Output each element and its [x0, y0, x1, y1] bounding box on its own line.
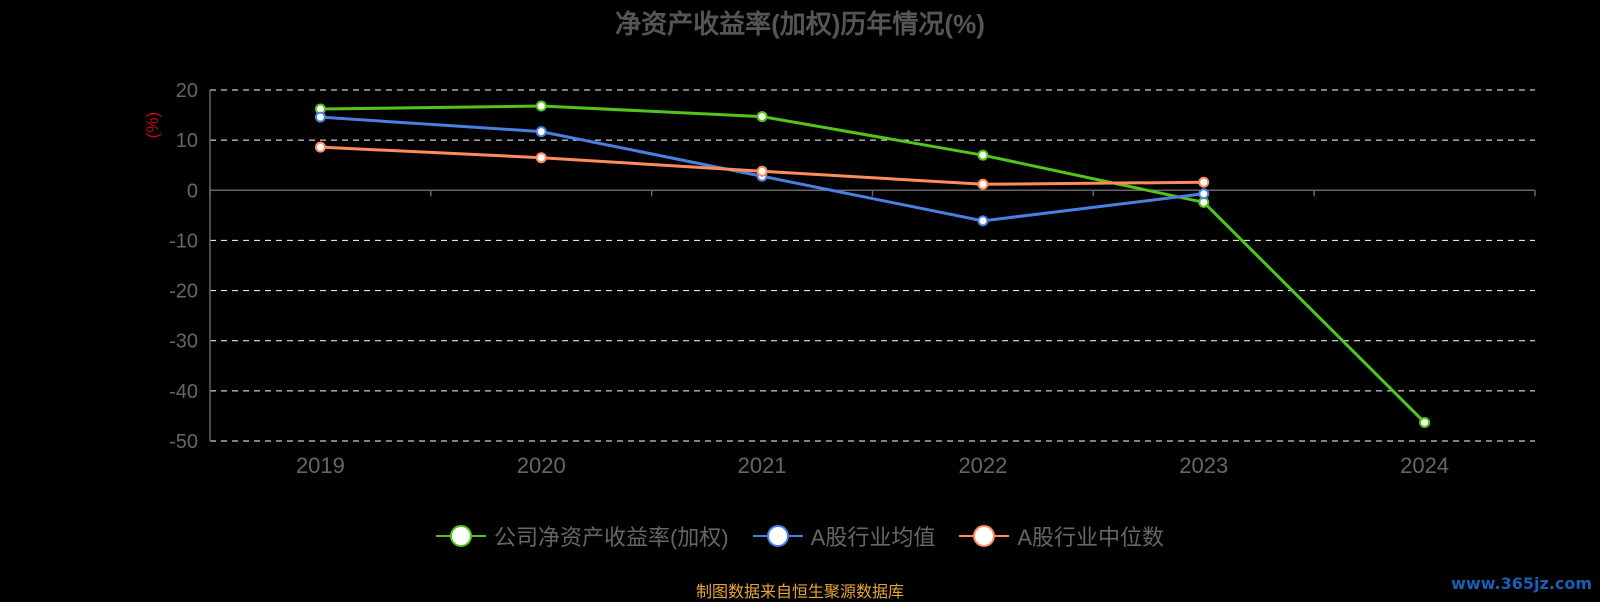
- y-tick-label: 20: [176, 80, 198, 102]
- data-point: [1198, 176, 1210, 188]
- y-tick-label: 0: [187, 180, 198, 202]
- data-point: [314, 111, 326, 123]
- legend-label: A股行业中位数: [1017, 525, 1165, 550]
- x-tick-label: 2021: [738, 453, 787, 478]
- y-tick-label: -30: [169, 331, 198, 353]
- y-tick-label: -50: [169, 431, 198, 453]
- x-tick-label: 2022: [958, 453, 1007, 478]
- x-tick-label: 2020: [517, 453, 566, 478]
- legend-marker-icon: [959, 524, 1010, 548]
- data-point: [535, 126, 547, 138]
- chart-legend: 公司净资产收益率(加权) A股行业均值 A股行业中位数: [0, 520, 1600, 552]
- data-point: [756, 165, 768, 177]
- site-watermark[interactable]: www.365jz.com: [1451, 574, 1592, 593]
- data-point: [535, 100, 547, 112]
- legend-label: A股行业均值: [810, 525, 936, 550]
- legend-item-industry-mean[interactable]: A股行业均值: [752, 520, 936, 552]
- data-point: [977, 149, 989, 161]
- x-tick-label: 2019: [296, 453, 345, 478]
- legend-item-industry-median[interactable]: A股行业中位数: [959, 520, 1164, 552]
- x-tick-label: 2024: [1400, 453, 1449, 478]
- data-point: [535, 152, 547, 164]
- series-line: [320, 104, 1426, 424]
- chart-title: 净资产收益率(加权)历年情况(%): [615, 9, 985, 39]
- y-axis-label: (%): [143, 112, 162, 138]
- data-point: [977, 215, 989, 227]
- data-point: [314, 141, 326, 153]
- legend-item-company[interactable]: 公司净资产收益率(加权): [435, 520, 729, 552]
- y-tick-label: -40: [169, 381, 198, 403]
- y-tick-label: -20: [169, 281, 198, 303]
- data-point: [977, 178, 989, 190]
- y-tick-label: -10: [169, 230, 198, 252]
- legend-marker-icon: [752, 524, 803, 548]
- legend-label: 公司净资产收益率(加权): [493, 525, 729, 550]
- y-tick-label: 10: [176, 130, 198, 152]
- x-tick-label: 2023: [1179, 453, 1228, 478]
- data-source-note: 制图数据来自恒生聚源数据库: [695, 584, 904, 601]
- data-point: [756, 111, 768, 123]
- legend-marker-icon: [435, 524, 486, 548]
- data-point: [1198, 188, 1210, 200]
- data-point: [1419, 416, 1431, 428]
